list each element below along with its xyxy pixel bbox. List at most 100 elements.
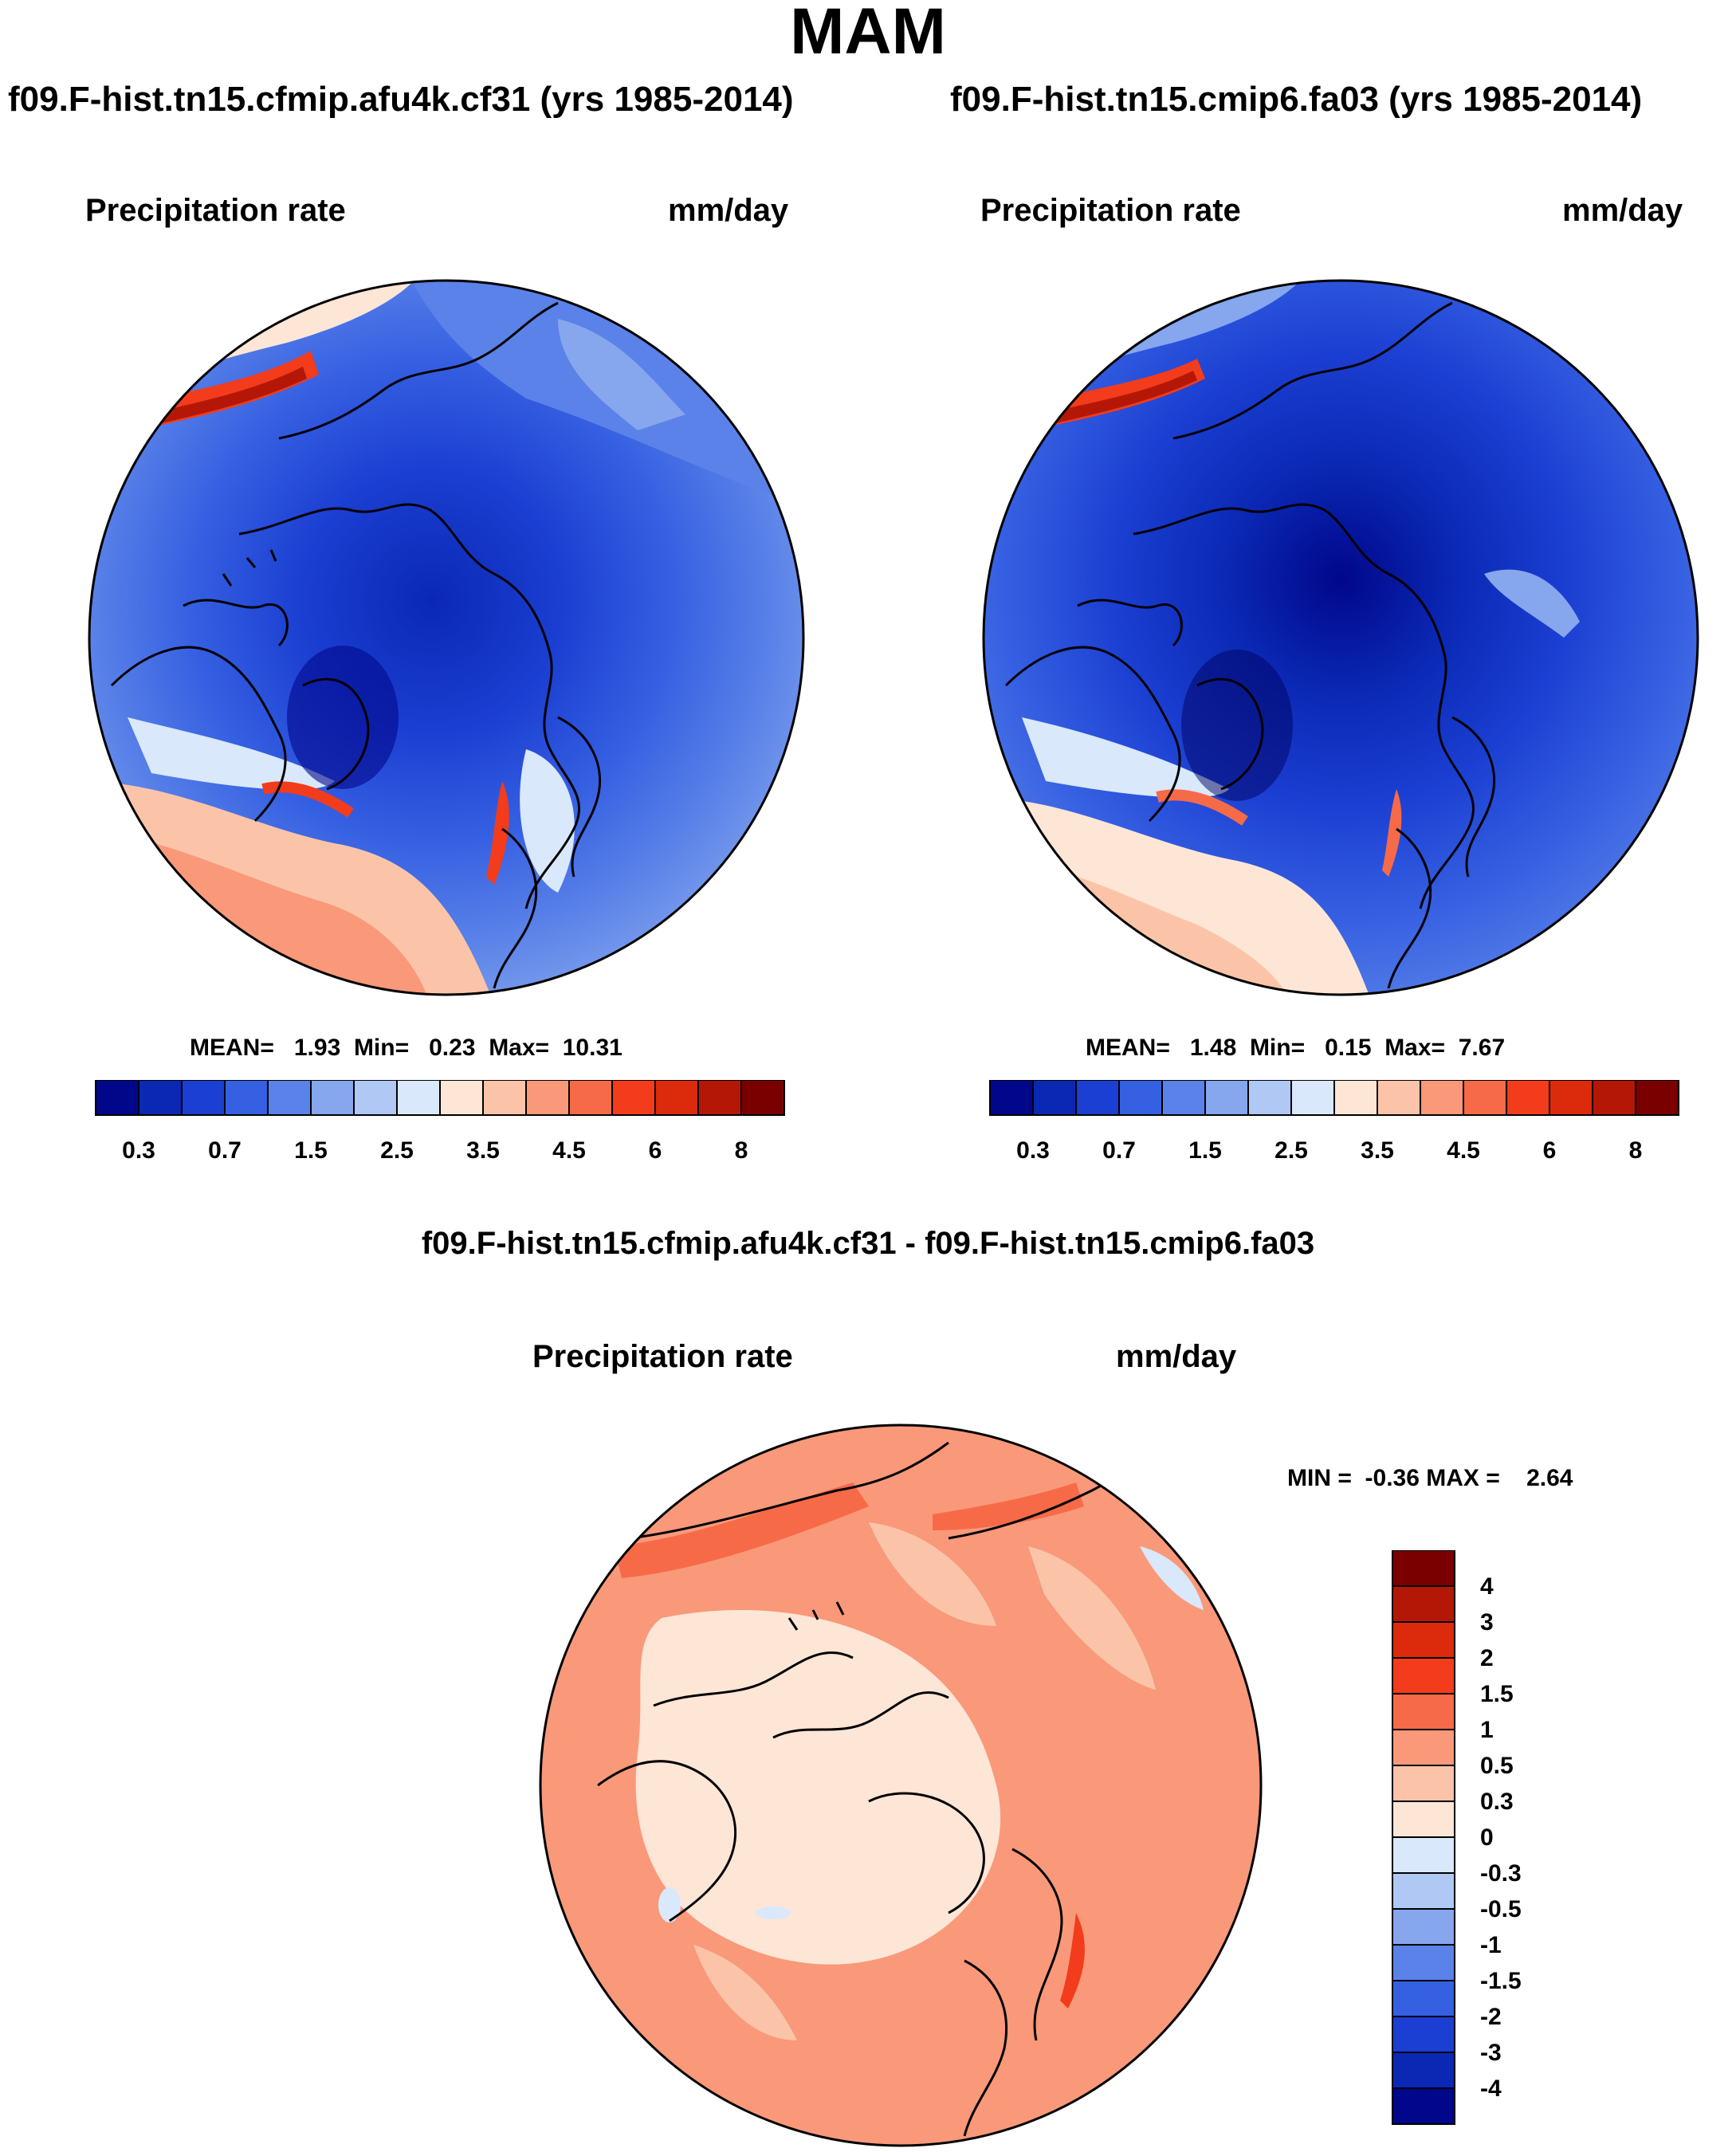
colorbar-2-tick-label: 4.5	[1447, 1137, 1480, 1164]
colorbar-diff-swatch-8	[1392, 1836, 1455, 1874]
panel-1-case-title: f09.F-hist.tn15.cfmip.afu4k.cf31 (yrs 19…	[8, 80, 794, 119]
colorbar-diff-swatch-14	[1392, 2052, 1455, 2089]
diff-units: mm/day	[1116, 1339, 1237, 1374]
colorbar-1-swatch-15	[740, 1080, 785, 1116]
colorbar-1-swatch-9	[482, 1080, 527, 1116]
colorbar-panel-2: 0.3 0.7 1.5 2.5 3.5 4.5 6 8	[989, 1080, 1679, 1164]
colorbar-diff-swatch-13	[1392, 2016, 1455, 2053]
colorbar-diff-tick-label: 3	[1480, 1609, 1494, 1636]
colorbar-1-tick-label: 8	[735, 1137, 748, 1164]
figure-title: MAM	[790, 0, 946, 68]
colorbar-2-tick-label: 0.7	[1102, 1137, 1136, 1164]
panel-2-mean-label: MEAN=	[1086, 1035, 1170, 1061]
panel-2-min-label: Min=	[1249, 1035, 1306, 1061]
colorbar-diff-tick-label: 2	[1480, 1645, 1494, 1671]
panel-2-variable: Precipitation rate	[980, 193, 1241, 228]
panel-2-min: 0.15	[1325, 1035, 1372, 1061]
colorbar-diff-swatch-12	[1392, 1980, 1455, 2017]
colorbar-2-swatch-9	[1377, 1080, 1421, 1116]
colorbar-diff-swatch-0	[1392, 1550, 1455, 1587]
colorbar-2-swatch-10	[1420, 1080, 1464, 1116]
colorbar-1-swatch-10	[525, 1080, 570, 1116]
colorbar-diff-tick-label: 4	[1480, 1573, 1494, 1600]
colorbar-1-tick-label: 6	[649, 1137, 662, 1164]
colorbar-diff-swatch-10	[1392, 1908, 1455, 1946]
panel-2-stats: MEAN= 1.48 Min= 0.15 Max= 7.67	[1086, 1035, 1505, 1062]
colorbar-diff-swatch-1	[1392, 1585, 1455, 1623]
colorbar-2-swatch-12	[1506, 1080, 1550, 1116]
colorbar-1-tick-label: 1.5	[294, 1137, 328, 1164]
colorbar-diff-tick-label: 0	[1480, 1824, 1494, 1851]
colorbar-diff-swatch-4	[1392, 1693, 1455, 1730]
diff-title: f09.F-hist.tn15.cfmip.afu4k.cf31 - f09.F…	[421, 1226, 1315, 1261]
colorbar-diff-swatch-6	[1392, 1765, 1455, 1802]
colorbar-1-swatch-3	[224, 1080, 269, 1116]
panel-2-max: 7.67	[1458, 1035, 1506, 1061]
colorbar-2-swatch-7	[1290, 1080, 1335, 1116]
colorbar-2-swatch-11	[1463, 1080, 1507, 1116]
colorbar-2-swatch-5	[1204, 1080, 1249, 1116]
colorbar-diff-swatch-15	[1392, 2087, 1455, 2125]
colorbar-2-swatch-4	[1161, 1080, 1206, 1116]
colorbar-2-swatch-6	[1247, 1080, 1292, 1116]
panel-1-stats: MEAN= 1.93 Min= 0.23 Max= 10.31	[190, 1035, 623, 1062]
colorbar-1-swatch-7	[396, 1080, 441, 1116]
colorbar-diff-tick-label: -1.5	[1480, 1968, 1522, 1994]
colorbar-2-swatch-0	[989, 1080, 1034, 1116]
panel-1-min: 0.23	[429, 1035, 476, 1061]
colorbar-1-swatch-4	[267, 1080, 312, 1116]
map-diff	[539, 1424, 1263, 2147]
colorbar-diff-tick-label: 0.5	[1480, 1753, 1514, 1779]
colorbar-diff-tick-label: 1	[1480, 1717, 1494, 1743]
colorbar-1-tick-label: 0.3	[122, 1137, 155, 1164]
panel-1-mean-label: MEAN=	[190, 1035, 274, 1061]
colorbar-1-swatch-1	[138, 1080, 183, 1116]
colorbar-1-swatch-2	[181, 1080, 226, 1116]
colorbar-diff-swatch-11	[1392, 1944, 1455, 1981]
colorbar-1-swatch-5	[310, 1080, 355, 1116]
colorbar-diff-tick-label: -0.3	[1480, 1860, 1522, 1887]
colorbar-2-tick-label: 2.5	[1275, 1137, 1308, 1164]
colorbar-diff: 4 3 2 1.5 1 0.5 0.3 0 -0.3 -0.5 -1 -1.5 -2 -3 -4	[1392, 1550, 1522, 2125]
panel-2-units: mm/day	[1562, 193, 1683, 228]
colorbar-diff-tick-label: -1	[1480, 1932, 1502, 1958]
map-panel-1	[88, 279, 805, 996]
colorbar-1-tick-label: 3.5	[466, 1137, 500, 1164]
colorbar-diff-tick-label: -4	[1480, 2075, 1502, 2102]
diff-minmax: MIN = -0.36 MAX = 2.64	[1287, 1465, 1573, 1491]
colorbar-diff-swatch-2	[1392, 1621, 1455, 1659]
colorbar-diff-swatch-5	[1392, 1729, 1455, 1766]
colorbar-2-tick-label: 8	[1629, 1137, 1643, 1164]
colorbar-1-swatch-11	[568, 1080, 613, 1116]
panel-2-mean: 1.48	[1189, 1035, 1237, 1061]
colorbar-diff-tick-label: -3	[1480, 2040, 1502, 2066]
colorbar-2-tick-label: 1.5	[1188, 1137, 1222, 1164]
colorbar-2-swatch-13	[1549, 1080, 1593, 1116]
colorbar-diff-swatch-3	[1392, 1657, 1455, 1695]
colorbar-1-swatch-8	[439, 1080, 484, 1116]
colorbar-panel-1: 0.3 0.7 1.5 2.5 3.5 4.5 6 8	[95, 1080, 785, 1164]
colorbar-diff-swatch-9	[1392, 1872, 1455, 1910]
colorbar-1-tick-label: 2.5	[380, 1137, 414, 1164]
colorbar-2-swatch-8	[1333, 1080, 1378, 1116]
colorbar-2-tick-label: 0.3	[1016, 1137, 1050, 1164]
colorbar-1-swatch-6	[353, 1080, 398, 1116]
colorbar-1-swatch-0	[95, 1080, 139, 1116]
colorbar-2-swatch-14	[1592, 1080, 1636, 1116]
colorbar-diff-swatch-7	[1392, 1801, 1455, 1838]
panel-1-mean: 1.93	[293, 1035, 341, 1061]
colorbar-1-swatch-14	[697, 1080, 742, 1116]
colorbar-1-swatch-12	[611, 1080, 656, 1116]
colorbar-1-tick-label: 4.5	[552, 1137, 586, 1164]
map-panel-2	[982, 279, 1699, 996]
colorbar-diff-tick-label: 1.5	[1480, 1681, 1514, 1707]
colorbar-1-swatch-13	[654, 1080, 699, 1116]
colorbar-diff-tick-label: -0.5	[1480, 1896, 1522, 1922]
panel-1-units: mm/day	[668, 193, 789, 228]
panel-2-case-title: f09.F-hist.tn15.cmip6.fa03 (yrs 1985-201…	[950, 80, 1643, 119]
panel-1-max-label: Max=	[489, 1035, 550, 1061]
colorbar-2-swatch-15	[1635, 1080, 1679, 1116]
diff-variable: Precipitation rate	[532, 1339, 793, 1374]
colorbar-2-swatch-2	[1075, 1080, 1120, 1116]
colorbar-2-tick-label: 3.5	[1361, 1137, 1394, 1164]
